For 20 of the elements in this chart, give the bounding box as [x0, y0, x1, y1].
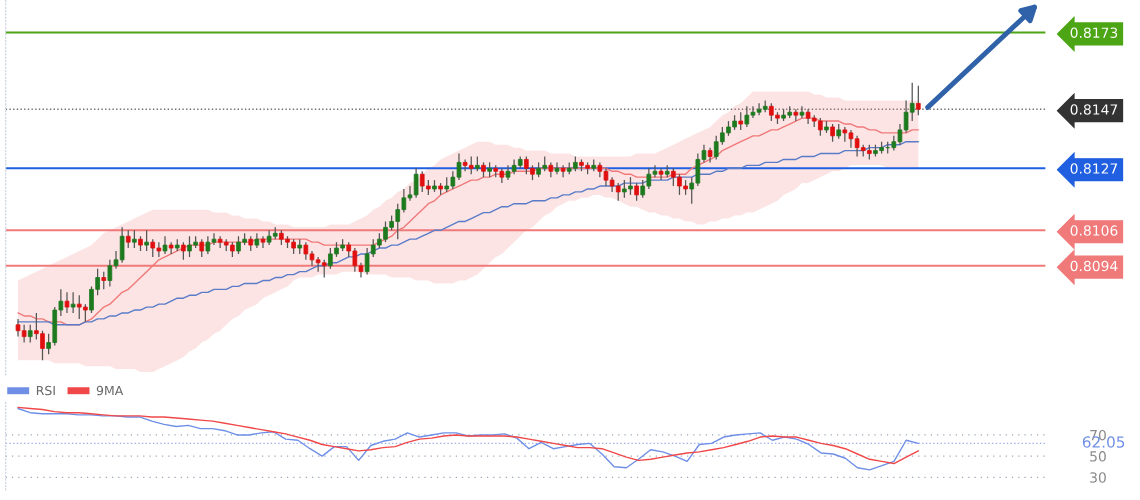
y-tick-label: 50: [1090, 451, 1106, 462]
candlestick: [162, 235, 168, 255]
candlestick: [560, 164, 566, 178]
candlestick: [144, 229, 149, 252]
candlestick: [70, 291, 76, 314]
candlestick: [799, 105, 805, 119]
candlestick: [64, 291, 70, 314]
y-tick-label: 0.8173: [1070, 27, 1118, 38]
candlestick: [554, 161, 560, 175]
y-tick-label: 30: [1090, 472, 1106, 483]
y-tick-label: 0.8094: [1070, 260, 1118, 272]
candlestick: [260, 235, 266, 249]
legend-label: 9MA: [96, 385, 124, 396]
y-tick-label: 0.8127: [1070, 163, 1118, 174]
candlestick: [168, 241, 174, 255]
candlestick: [916, 85, 921, 116]
y-tick-label: 0.8147: [1070, 104, 1118, 115]
candlestick: [658, 167, 664, 181]
legend-label: RSI: [36, 385, 55, 396]
y-tick-label: 0.8106: [1070, 225, 1118, 236]
